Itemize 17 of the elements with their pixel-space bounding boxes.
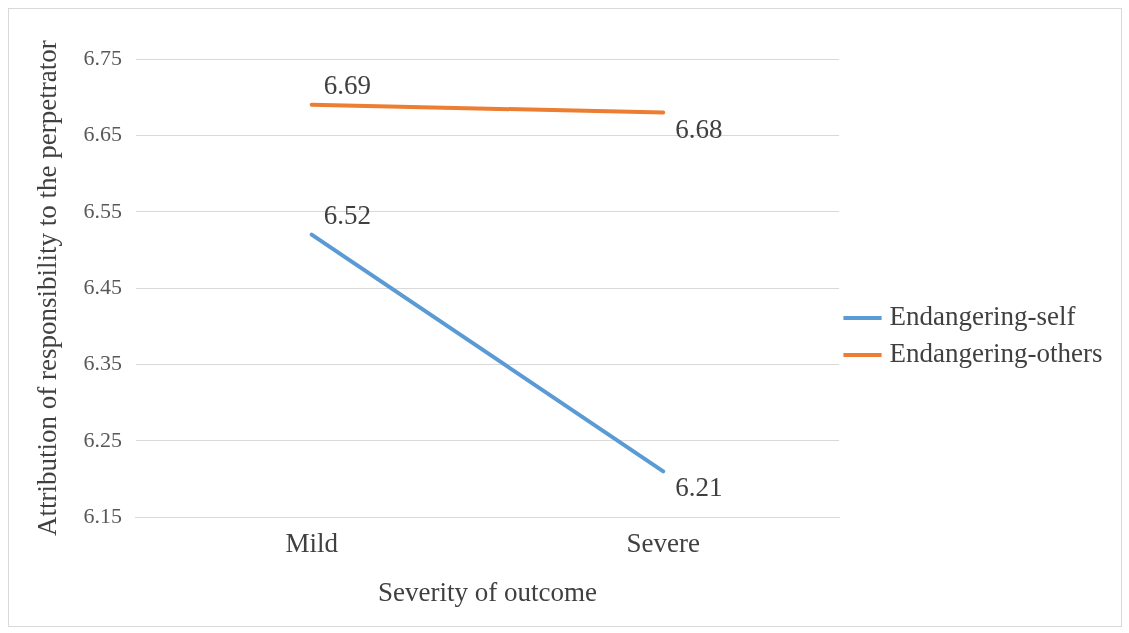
- y-tick-label: 6.35: [83, 350, 122, 376]
- y-tick-label: 6.65: [83, 121, 122, 147]
- data-label: 6.21: [675, 472, 723, 503]
- x-tick-label: Severe: [626, 528, 700, 559]
- y-tick-label: 6.25: [83, 426, 122, 452]
- y-tick-label: 6.15: [83, 502, 122, 528]
- x-axis-title: Severity of outcome: [377, 576, 597, 607]
- data-label: 6.52: [323, 199, 371, 230]
- y-axis-title: Attribution of responsibility to the perpetrator: [32, 40, 63, 536]
- y-tick-label: 6.75: [83, 44, 122, 70]
- data-label: 6.68: [675, 113, 723, 144]
- legend-label: Endangering-others: [889, 338, 1103, 369]
- y-tick-label: 6.55: [83, 197, 122, 223]
- legend-label: Endangering-self: [889, 301, 1076, 332]
- data-label: 6.69: [323, 69, 371, 100]
- x-tick-label: Mild: [285, 528, 339, 559]
- y-tick-label: 6.45: [83, 273, 122, 299]
